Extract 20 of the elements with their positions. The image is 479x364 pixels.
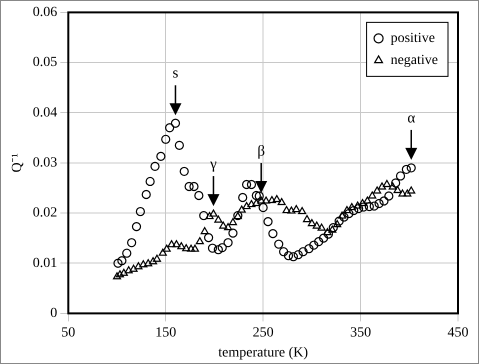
y-tick-label: 0.06 bbox=[32, 5, 58, 20]
y-tick-label: 0.01 bbox=[32, 256, 58, 271]
y-tick-label: 0 bbox=[50, 306, 58, 322]
x-tick-label: 250 bbox=[252, 325, 274, 340]
annotation: γ bbox=[209, 156, 218, 173]
y-tick-label: 0.05 bbox=[32, 55, 58, 70]
y-tick-label: 0.03 bbox=[32, 156, 58, 171]
annotation: α bbox=[407, 110, 416, 126]
annotation: s bbox=[172, 66, 179, 82]
y-axis-title: Q⁻¹ bbox=[10, 153, 26, 173]
y-tick-label: 0.02 bbox=[32, 206, 58, 221]
legend-label: positive bbox=[390, 31, 435, 46]
x-tick-label: 50 bbox=[61, 325, 76, 340]
x-tick-label: 350 bbox=[350, 325, 372, 340]
x-axis-title: temperature (K) bbox=[218, 345, 308, 360]
annotation: β bbox=[257, 143, 266, 160]
x-tick-label: 150 bbox=[155, 325, 176, 340]
legend-label: negative bbox=[390, 53, 438, 68]
y-tick-label: 0.04 bbox=[32, 105, 58, 120]
x-tick-label: 450 bbox=[448, 325, 468, 340]
